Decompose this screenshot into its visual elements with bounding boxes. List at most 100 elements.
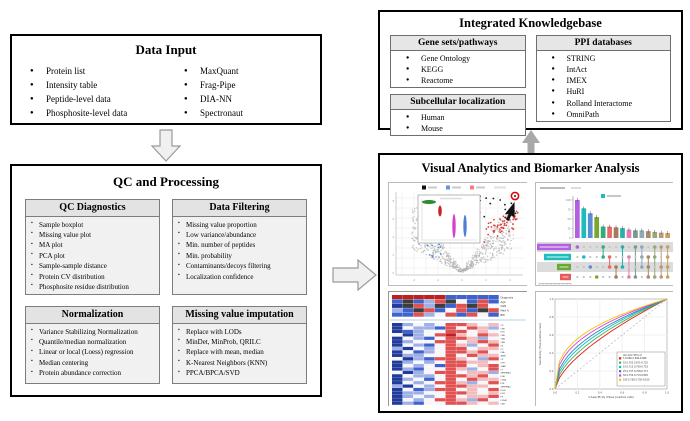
svg-text:Diagnosis: Diagnosis: [501, 295, 514, 299]
data-input-list-left: Protein listIntensity tablePeptide-level…: [12, 64, 166, 120]
data-input-box: Data Input Protein listIntensity tablePe…: [10, 34, 322, 125]
panel-items: Replace with LODsMinDet, MinProb, QRILCR…: [173, 324, 306, 381]
panel-item: Protein CV distribution: [30, 271, 157, 282]
svg-text:4: 4: [509, 279, 511, 282]
panel-item: Reactome: [391, 75, 525, 87]
svg-text:PLG2: PLG2: [501, 390, 507, 392]
panel-item: Human: [391, 112, 525, 124]
panel-item: Protein abundance correction: [30, 368, 157, 379]
panel-item: PPCA/BPCA/SVD: [177, 368, 304, 379]
panel-items: Sample boxplotMissing value plotMA plotP…: [26, 217, 159, 295]
panel-item: KEGG: [391, 64, 525, 76]
upset-plot-thumbnail: 0 25 50 75 100: [534, 182, 673, 286]
svg-text:Sensitivity (True positive rat: Sensitivity (True positive rate): [538, 323, 542, 365]
visual-analytics-title: Visual Analytics and Biomarker Analysis: [421, 161, 640, 175]
flow-arrow-up-icon: [522, 130, 540, 162]
panel-items: Variance Stabilizing NormalizationQuanti…: [26, 324, 159, 381]
svg-text:C9: C9: [501, 325, 504, 327]
svg-text:-2: -2: [437, 279, 440, 282]
svg-text:Var AUC 95% CI: Var AUC 95% CI: [623, 354, 642, 357]
svg-text:FGG: FGG: [501, 393, 506, 395]
data-input-item: Spectronaut: [166, 106, 320, 120]
panel-item: MinDet, MinProb, QRILC: [177, 336, 304, 347]
panel-item: Variance Stabilizing Normalization: [30, 326, 157, 337]
panel-item: Quantile/median normalization: [30, 336, 157, 347]
svg-text:2: 2: [392, 254, 394, 257]
svg-text:1-Specificity (False positive: 1-Specificity (False positive rate): [588, 395, 634, 399]
panel-item: Min. number of peptides: [177, 240, 304, 251]
svg-text:BW: BW: [501, 313, 506, 317]
svg-text:Med %: Med %: [501, 309, 510, 313]
flow-arrow-down-icon: [150, 129, 182, 162]
svg-text:F5A: F5A: [501, 351, 506, 354]
data-input-title: Data Input: [135, 42, 197, 57]
panel-gene-sets-pathways: Gene sets/pathways Gene OntologyKEGGReac…: [390, 35, 526, 89]
qc-processing-box: QC and Processing QC Diagnostics Sample …: [10, 164, 322, 397]
panel-item: Min. probability: [177, 250, 304, 261]
data-input-item: Frag-Pipe: [166, 78, 320, 92]
panel-title: Data Filtering: [173, 200, 306, 217]
data-input-item: DIA-NN: [166, 92, 320, 106]
panel-item: Missing value plot: [30, 229, 157, 240]
volcano-plot-thumbnail: -4 -2 0 2 4 0 2 4 6 8: [388, 182, 527, 286]
svg-text:SERPINA1: SERPINA1: [501, 385, 512, 388]
svg-text:75: 75: [567, 209, 571, 212]
svg-text:25 0.737 0.708-0.771: 25 0.737 0.708-0.771: [623, 370, 648, 373]
svg-text:0.0: 0.0: [552, 391, 556, 395]
svg-text:CFB: CFB: [501, 328, 506, 330]
svg-text:C5: C5: [501, 359, 504, 361]
panel-title: Subcellular localization: [391, 95, 525, 110]
data-input-item: Phosphosite-level data: [12, 106, 166, 120]
panel-item: HuRI: [537, 86, 671, 98]
panel-item: Rolland Interactome: [537, 98, 671, 110]
svg-text:6: 6: [392, 218, 394, 221]
panel-item: Gene Ontology: [391, 53, 525, 65]
svg-text:FGF: FGF: [501, 383, 506, 385]
data-input-list-right: MaxQuantFrag-PipeDIA-NNSpectronaut: [166, 64, 320, 120]
svg-text:FGB: FGB: [501, 376, 506, 378]
data-input-columns: Protein listIntensity tablePeptide-level…: [12, 64, 320, 120]
panel-item: STRING: [537, 53, 671, 65]
svg-text:0.8: 0.8: [642, 391, 646, 395]
panel-item: Localization confidence: [177, 271, 304, 282]
panel-ppi-databases: PPI databases STRINGIntActIMEXHuRIRollan…: [535, 35, 671, 123]
svg-text:0.6: 0.6: [549, 333, 553, 337]
panel-normalization: Normalization Variance Stabilizing Norma…: [25, 306, 160, 384]
data-input-item: Protein list: [12, 64, 166, 78]
panel-title: PPI databases: [536, 36, 670, 51]
panel-item: Sample-sample distance: [30, 261, 157, 272]
panel-item: Low variance/abundance: [177, 229, 304, 240]
svg-text:0.4: 0.4: [549, 351, 553, 355]
svg-text:C4B: C4B: [501, 403, 506, 405]
svg-text:SERPINA3: SERPINA3: [501, 372, 512, 375]
panel-item: IntAct: [537, 64, 671, 76]
svg-text:1.0: 1.0: [549, 297, 553, 301]
panel-items: HumanMouse: [391, 110, 525, 136]
data-input-item: Intensity table: [12, 78, 166, 92]
svg-text:F13A1: F13A1: [501, 399, 508, 402]
svg-text:1.0: 1.0: [664, 391, 668, 395]
svg-text:15 0.713 0.700-0.753: 15 0.713 0.700-0.753: [623, 366, 648, 369]
svg-text:0: 0: [461, 279, 463, 282]
knowledgebase-columns: Gene sets/pathways Gene OntologyKEGGReac…: [390, 35, 671, 137]
svg-text:100: 100: [565, 199, 570, 202]
knowledgebase-title: Integrated Knowledgebase: [459, 16, 602, 30]
panel-item: Missing value proportion: [177, 219, 304, 230]
svg-text:C8A: C8A: [501, 338, 506, 341]
panel-title: Missing value imputation: [173, 307, 306, 324]
panel-item: Median centering: [30, 357, 157, 368]
svg-text:25: 25: [567, 228, 571, 231]
qc-panels: QC Diagnostics Sample boxplotMissing val…: [25, 199, 307, 384]
svg-text:10 0.703 0.671-0.725: 10 0.703 0.671-0.725: [623, 361, 648, 364]
visual-analytics-thumbnails: -4 -2 0 2 4 0 2 4 6 8 0 25 50 75 100 Diagnosis Age GSN M…: [388, 182, 673, 406]
knowledgebase-box: Integrated Knowledgebase Gene sets/pathw…: [378, 10, 683, 137]
svg-text:C6: C6: [501, 345, 504, 347]
svg-text:F9: F9: [501, 397, 504, 399]
panel-item: Sample boxplot: [30, 219, 157, 230]
panel-title: Normalization: [26, 307, 159, 324]
svg-text:8: 8: [392, 200, 394, 203]
panel-items: Gene OntologyKEGGReactome: [391, 51, 525, 88]
roc-curves-thumbnail: 0.00.0 0.2 0.2 0.4 0.4 0.6 0.6 0.8 0.8 1.0 1.0 Sens…: [534, 291, 673, 406]
